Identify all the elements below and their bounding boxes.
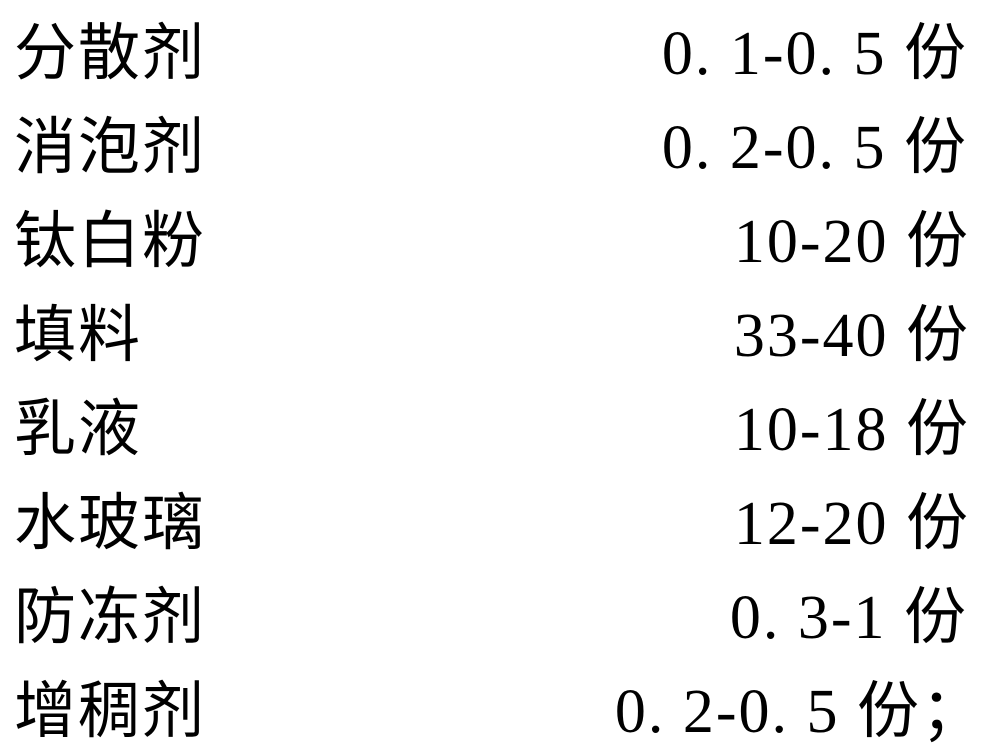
ingredient-value: 12-20 份 [734, 472, 970, 562]
table-row: 填料 33-40 份 [0, 282, 985, 376]
ingredient-value: 10-18 份 [734, 378, 970, 468]
ingredient-label: 防冻剂 [14, 566, 206, 656]
ingredient-value: 10-20 份 [734, 190, 970, 280]
ingredient-value: 33-40 份 [734, 284, 970, 374]
table-row: 增稠剂 0. 2-0. 5 份； [0, 658, 985, 752]
table-row: 钛白粉 10-20 份 [0, 188, 985, 282]
ingredient-value: 0. 2-0. 5 份 [662, 96, 968, 186]
ingredient-label: 乳液 [14, 378, 142, 468]
ingredient-label: 增稠剂 [14, 660, 206, 750]
table-row: 消泡剂 0. 2-0. 5 份 [0, 94, 985, 188]
ingredient-value: 0. 3-1 份 [730, 566, 968, 656]
table-row: 分散剂 0. 1-0. 5 份 [0, 0, 985, 94]
ingredient-value: 0. 1-0. 5 份 [662, 2, 968, 92]
ingredient-label: 分散剂 [14, 2, 206, 92]
ingredient-label: 消泡剂 [14, 96, 206, 186]
table-row: 乳液 10-18 份 [0, 376, 985, 470]
ingredients-table: 分散剂 0. 1-0. 5 份 消泡剂 0. 2-0. 5 份 钛白粉 10-2… [0, 0, 985, 753]
ingredient-label: 填料 [14, 284, 142, 374]
table-row: 水玻璃 12-20 份 [0, 470, 985, 564]
ingredient-label: 水玻璃 [14, 472, 206, 562]
ingredient-value: 0. 2-0. 5 份； [615, 660, 985, 750]
ingredient-label: 钛白粉 [14, 190, 206, 280]
table-row: 防冻剂 0. 3-1 份 [0, 564, 985, 658]
